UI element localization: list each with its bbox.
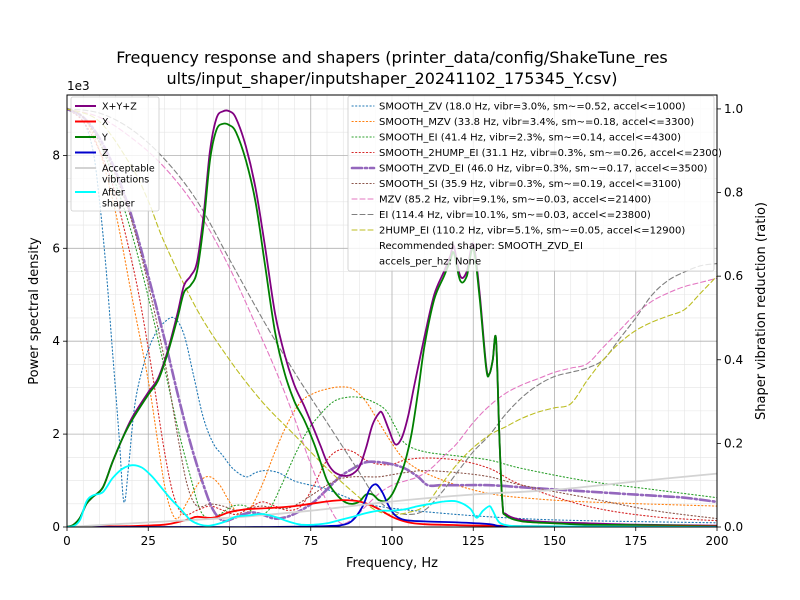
legend-label: SMOOTH_ZV (18.0 Hz, vibr=3.0%, sm~=0.52,… bbox=[379, 102, 686, 113]
y-tick-label: 8 bbox=[52, 148, 60, 162]
psd-line-after-shaper bbox=[67, 464, 717, 527]
x-tick-label: 75 bbox=[303, 534, 318, 548]
legend-label: SMOOTH_EI (41.4 Hz, vibr=2.3%, sm~=0.14,… bbox=[379, 133, 681, 144]
y2-axis-ticks: 0.0 0.2 0.4 0.6 0.8 1.0 bbox=[717, 102, 743, 534]
x-tick-label: 125 bbox=[462, 534, 485, 548]
y2-tick-label: 0.8 bbox=[724, 186, 743, 200]
shaper-line-2hump-ei bbox=[67, 108, 717, 516]
legend-note: Recommended shaper: SMOOTH_ZVD_EI bbox=[379, 241, 583, 252]
legend-label: SMOOTH_MZV (33.8 Hz, vibr=3.4%, sm~=0.18… bbox=[379, 117, 694, 128]
x-tick-label: 150 bbox=[543, 534, 566, 548]
y-tick-label: 4 bbox=[52, 334, 60, 348]
legend-label: MZV (85.2 Hz, vibr=9.1%, sm~=0.03, accel… bbox=[379, 195, 651, 206]
legend-label: shaper bbox=[102, 199, 135, 210]
legend-label: SMOOTH_SI (35.9 Hz, vibr=0.3%, sm~=0.19,… bbox=[379, 179, 681, 190]
y-axis-label: Power spectral density bbox=[27, 237, 42, 385]
shaper-line-ei bbox=[67, 108, 717, 516]
y2-tick-label: 1.0 bbox=[724, 102, 743, 116]
y-tick-label: 6 bbox=[52, 241, 60, 255]
psd-legend-box bbox=[70, 96, 160, 212]
x-tick-label: 100 bbox=[381, 534, 404, 548]
legend-label: Z bbox=[102, 148, 109, 159]
shaper-line-smooth-ei bbox=[67, 108, 717, 520]
x-axis-label: Frequency, Hz bbox=[346, 556, 438, 571]
y2-axis-label: Shaper vibration reduction (ratio) bbox=[754, 202, 769, 420]
x-axis-ticks: 0 25 50 75 100 125 150 175 200 bbox=[63, 527, 728, 548]
legend-label: vibrations bbox=[102, 175, 149, 186]
psd-line-y bbox=[67, 122, 717, 527]
shaper-legend-box bbox=[347, 95, 715, 272]
y2-tick-label: 0.0 bbox=[724, 520, 743, 534]
x-tick-label: 0 bbox=[63, 534, 71, 548]
shaper-curves bbox=[67, 107, 717, 525]
shaper-line-smooth-2hump-ei bbox=[67, 108, 717, 522]
shaper-line-smooth-si bbox=[67, 108, 717, 520]
shaper-line-smooth-zv bbox=[67, 108, 717, 524]
legend-label: Acceptable bbox=[102, 164, 155, 175]
y-tick-label: 2 bbox=[52, 427, 60, 441]
shaper-legend: SMOOTH_ZV (18.0 Hz, vibr=3.0%, sm~=0.52,… bbox=[347, 95, 722, 272]
x-tick-label: 50 bbox=[222, 534, 237, 548]
y2-tick-label: 0.4 bbox=[724, 353, 743, 367]
legend-label: 2HUMP_EI (110.2 Hz, vibr=5.1%, sm~=0.05,… bbox=[379, 226, 685, 237]
legend-label: X bbox=[102, 117, 109, 128]
chart-title-line2: ults/input_shaper/inputshaper_20241102_1… bbox=[167, 69, 618, 89]
legend-label: SMOOTH_ZVD_EI (46.0 Hz, vibr=0.3%, sm~=0… bbox=[379, 164, 708, 175]
y-tick-label: 0 bbox=[52, 520, 60, 534]
legend-label: Y bbox=[101, 133, 108, 144]
x-tick-label: 175 bbox=[624, 534, 647, 548]
legend-label: After bbox=[102, 188, 125, 199]
legend-label: X+Y+Z bbox=[102, 102, 137, 113]
y-exponent-label: 1e3 bbox=[67, 79, 90, 93]
shaper-line-mzv bbox=[67, 108, 717, 525]
legend-note: accels_per_hz: None bbox=[379, 257, 481, 268]
psd-curves bbox=[67, 109, 717, 527]
y2-tick-label: 0.2 bbox=[724, 436, 743, 450]
psd-line-acceptable-vibrations bbox=[67, 472, 717, 527]
x-tick-label: 25 bbox=[141, 534, 156, 548]
y-axis-ticks: 0 2 4 6 8 bbox=[52, 148, 67, 534]
legend-label: EI (114.4 Hz, vibr=10.1%, sm~=0.03, acce… bbox=[379, 210, 651, 221]
legend-label: SMOOTH_2HUMP_EI (31.1 Hz, vibr=0.3%, sm~… bbox=[379, 148, 722, 159]
psd-line-z bbox=[67, 483, 717, 527]
y2-tick-label: 0.6 bbox=[724, 269, 743, 283]
x-tick-label: 200 bbox=[706, 534, 729, 548]
chart-title-line1: Frequency response and shapers (printer_… bbox=[116, 48, 668, 68]
